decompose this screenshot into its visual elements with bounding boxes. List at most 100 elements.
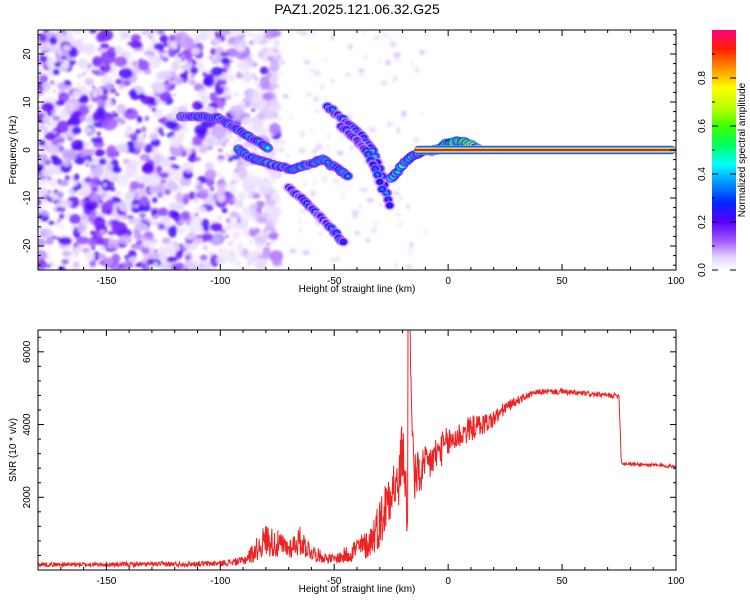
noise-blob <box>91 136 97 143</box>
noise-blob <box>51 157 63 167</box>
noise-blob <box>183 49 194 60</box>
noise-blob <box>109 72 117 77</box>
x-tick-label: 0 <box>445 576 451 587</box>
noise-blob <box>139 212 147 218</box>
noise-blob <box>184 128 189 133</box>
noise-blob <box>157 30 165 35</box>
noise-blob <box>82 71 87 76</box>
spectrogram-x-label: Height of straight line (km) <box>299 284 416 295</box>
noise-blob <box>419 49 426 55</box>
noise-blob <box>229 30 235 36</box>
noise-blob <box>60 133 68 139</box>
noise-blob <box>266 72 272 78</box>
y-tick-label: 6000 <box>22 340 33 363</box>
noise-blob <box>65 30 73 38</box>
noise-blob <box>138 197 150 206</box>
noise-blob <box>126 141 135 148</box>
noise-blob <box>98 260 105 266</box>
noise-blob <box>48 220 55 225</box>
noise-blob <box>246 173 258 187</box>
noise-blob <box>144 264 151 270</box>
noise-blob <box>161 197 168 202</box>
noise-blob <box>59 109 69 120</box>
noise-blob <box>147 54 162 69</box>
noise-blob <box>170 163 178 170</box>
noise-blob <box>262 57 268 63</box>
snr-x-axis: -150 -100 -50 0 50 100 <box>37 330 685 587</box>
noise-blob <box>216 194 226 203</box>
noise-blob <box>41 210 49 217</box>
noise-blob <box>232 91 240 97</box>
noise-field <box>38 30 428 270</box>
noise-blob <box>164 155 170 160</box>
noise-blob <box>99 72 105 76</box>
x-tick-label: -150 <box>96 276 116 287</box>
noise-blob <box>158 207 169 217</box>
noise-blob <box>301 31 307 36</box>
noise-blob <box>262 31 266 36</box>
noise-blob <box>38 107 41 111</box>
noise-blob <box>136 115 143 124</box>
noise-blob <box>228 59 235 63</box>
noise-blob <box>159 91 172 102</box>
noise-blob <box>52 115 61 122</box>
noise-blob <box>225 131 230 136</box>
noise-blob <box>229 258 235 266</box>
noise-blob <box>52 68 60 76</box>
noise-blob <box>188 164 194 170</box>
noise-blob <box>370 129 377 133</box>
colorbar: 0.0 0.2 0.4 0.6 0.8 Normalized spectral ampl… <box>697 30 748 277</box>
noise-blob <box>76 82 81 87</box>
noise-blob <box>97 100 107 108</box>
noise-blob <box>254 79 260 85</box>
noise-blob <box>194 224 204 233</box>
noise-blob <box>42 115 50 123</box>
y-tick-label: 4000 <box>22 413 33 436</box>
noise-blob <box>190 47 201 55</box>
noise-blob <box>237 167 248 180</box>
noise-blob <box>385 59 391 66</box>
noise-blob <box>210 222 223 232</box>
noise-blob <box>270 175 277 184</box>
noise-blob <box>50 192 59 201</box>
noise-blob <box>61 258 69 265</box>
noise-blob <box>42 228 53 237</box>
noise-blob <box>126 158 138 173</box>
noise-blob <box>211 124 227 139</box>
noise-blob <box>391 191 400 196</box>
noise-blob <box>123 108 139 120</box>
noise-blob <box>107 230 116 236</box>
noise-blob <box>166 256 178 263</box>
noise-blob <box>396 127 400 134</box>
noise-blob <box>87 239 98 247</box>
noise-blob <box>71 30 84 35</box>
noise-blob <box>209 92 218 102</box>
noise-blob <box>203 245 208 251</box>
spectrogram-y-axis: -20 -10 0 10 20 <box>22 34 676 266</box>
noise-blob <box>271 106 278 112</box>
noise-blob <box>188 61 193 66</box>
noise-blob <box>232 236 237 242</box>
noise-blob <box>95 136 103 144</box>
noise-blob <box>387 121 396 126</box>
noise-blob <box>58 137 64 143</box>
noise-blob <box>217 215 223 221</box>
noise-blob <box>81 215 88 220</box>
noise-blob <box>362 55 369 59</box>
noise-blob <box>394 212 402 217</box>
tone-band <box>413 149 676 151</box>
noise-blob <box>174 210 179 217</box>
noise-blob <box>220 107 224 112</box>
noise-blob <box>139 153 151 162</box>
noise-blob <box>151 197 158 204</box>
noise-blob <box>344 72 352 77</box>
noise-blob <box>139 104 143 107</box>
noise-blob <box>161 256 166 261</box>
colorbar-tick-label: 0.0 <box>697 263 708 277</box>
noise-blob <box>314 109 320 114</box>
noise-blob <box>113 113 119 118</box>
noise-blob <box>190 74 196 78</box>
figure-title: PAZ1.2025.121.06.32.G25 <box>274 1 440 17</box>
noise-blob <box>288 115 293 120</box>
noise-blob <box>234 168 239 173</box>
